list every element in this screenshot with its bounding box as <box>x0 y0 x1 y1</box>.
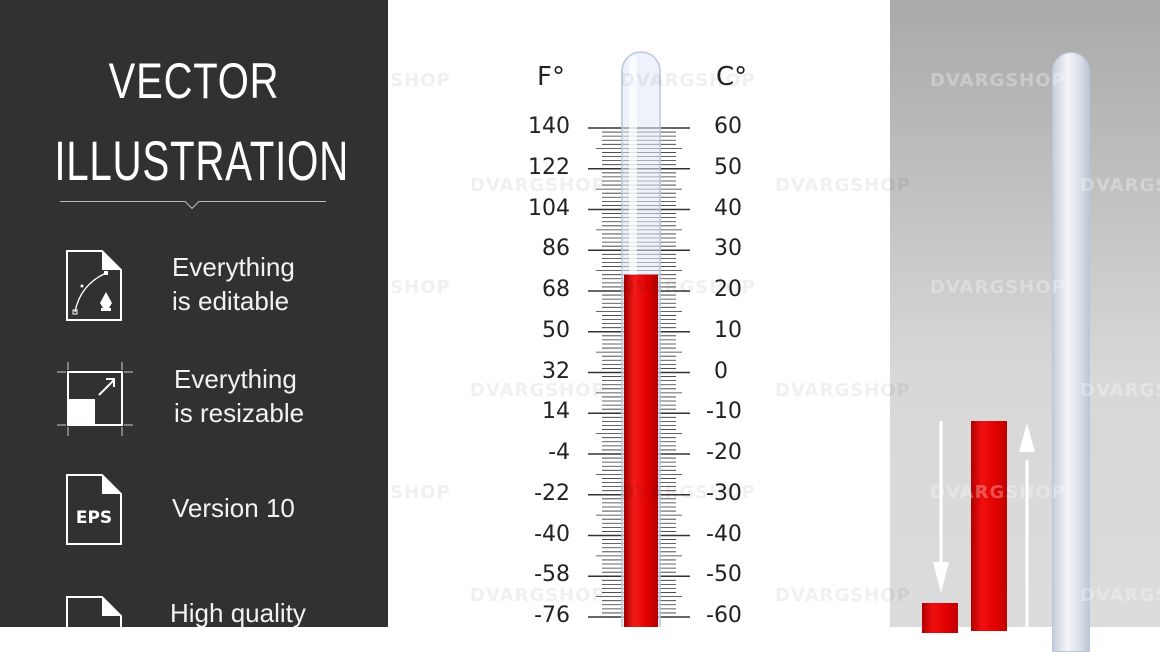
watermark: DVARGSHOP <box>470 175 606 196</box>
fahrenheit-label: 122 <box>528 154 570 180</box>
eps-file-icon: EPS <box>66 474 122 545</box>
promo-panel: VECTOR ILLUSTRATION Everything is editab… <box>0 0 388 636</box>
watermark: DVARGSHOP <box>775 585 911 606</box>
watermark: DVARGSHOP <box>1080 585 1160 606</box>
celsius-unit: C° <box>716 62 748 92</box>
arrow-up-icon <box>1019 423 1035 627</box>
fahrenheit-label: 68 <box>542 277 570 302</box>
fahrenheit-label: 32 <box>542 358 570 384</box>
watermark: DVARGSHOP <box>388 70 451 91</box>
watermark: DVARGSHOP <box>1080 175 1160 196</box>
feature-line1: Version 10 <box>172 493 295 523</box>
thermometer-scale-panel: F° C° 140 122 104 86 68 50 32 14 -4 -22 -40 -58 -76 6… <box>388 0 890 628</box>
watermark: DVARGSHOP <box>1080 380 1160 401</box>
fahrenheit-label: -76 <box>534 603 570 628</box>
liquid-column-high <box>971 421 1007 631</box>
watermark: DVARGSHOP <box>620 482 756 503</box>
liquid-column <box>624 274 658 627</box>
fahrenheit-label: 14 <box>542 399 570 425</box>
feature-line2: is resizable <box>174 398 305 428</box>
celsius-label: -20 <box>706 440 742 465</box>
celsius-label: -60 <box>706 603 742 628</box>
arrow-down-icon <box>933 421 949 593</box>
fahrenheit-label: -58 <box>534 562 570 588</box>
watermark: DVARGSHOP <box>388 277 451 298</box>
feature-line1: Everything <box>172 252 295 282</box>
celsius-label: 40 <box>714 195 742 221</box>
watermark: DVARGSHOP <box>470 585 606 606</box>
celsius-label: 50 <box>714 154 742 180</box>
fahrenheit-label: 50 <box>542 317 570 343</box>
watermark: DVARGSHOP <box>620 277 756 298</box>
pen-tool-file-icon <box>66 250 122 321</box>
celsius-label: -10 <box>706 399 742 425</box>
fahrenheit-label: -22 <box>534 480 570 506</box>
arrows <box>933 421 1035 627</box>
watermark: DVARGSHOP <box>930 70 1066 91</box>
celsius-label: -40 <box>706 521 742 547</box>
watermark: DVARGSHOP <box>470 380 606 401</box>
fahrenheit-label: 104 <box>528 195 570 221</box>
feature-line1: High quality <box>170 598 306 628</box>
divider-notch <box>184 194 200 210</box>
celsius-label: 0 <box>714 358 728 384</box>
celsius-label: -50 <box>706 562 742 588</box>
celsius-label: 60 <box>714 114 742 139</box>
watermark: DVARGSHOP <box>388 482 451 503</box>
celsius-label: -30 <box>706 480 742 506</box>
celsius-label: 20 <box>714 277 742 302</box>
file-icon <box>66 596 122 636</box>
watermark: DVARGSHOP <box>930 277 1066 298</box>
celsius-label: 30 <box>714 236 742 262</box>
watermark: DVARGSHOP <box>775 380 911 401</box>
eps-badge: EPS <box>76 508 112 528</box>
thermometer-closeup-panel <box>890 0 1160 652</box>
watermark: DVARGSHOP <box>930 482 1066 503</box>
title-vector: VECTOR <box>108 53 280 109</box>
celsius-label: 10 <box>714 317 742 343</box>
watermark: DVARGSHOP <box>620 70 756 91</box>
fahrenheit-label: -4 <box>548 440 570 465</box>
fahrenheit-unit: F° <box>537 62 565 92</box>
feature-line1: Everything <box>174 364 297 394</box>
fahrenheit-label: 140 <box>528 114 570 139</box>
glass-tube <box>1052 52 1090 652</box>
fahrenheit-label: -40 <box>534 521 570 547</box>
watermark: DVARGSHOP <box>775 175 911 196</box>
thermometer-scale <box>588 51 690 627</box>
feature-line2: is editable <box>172 286 290 316</box>
resize-icon <box>57 362 133 436</box>
fahrenheit-label: 86 <box>542 236 570 262</box>
title-illustration: ILLUSTRATION <box>54 129 349 192</box>
